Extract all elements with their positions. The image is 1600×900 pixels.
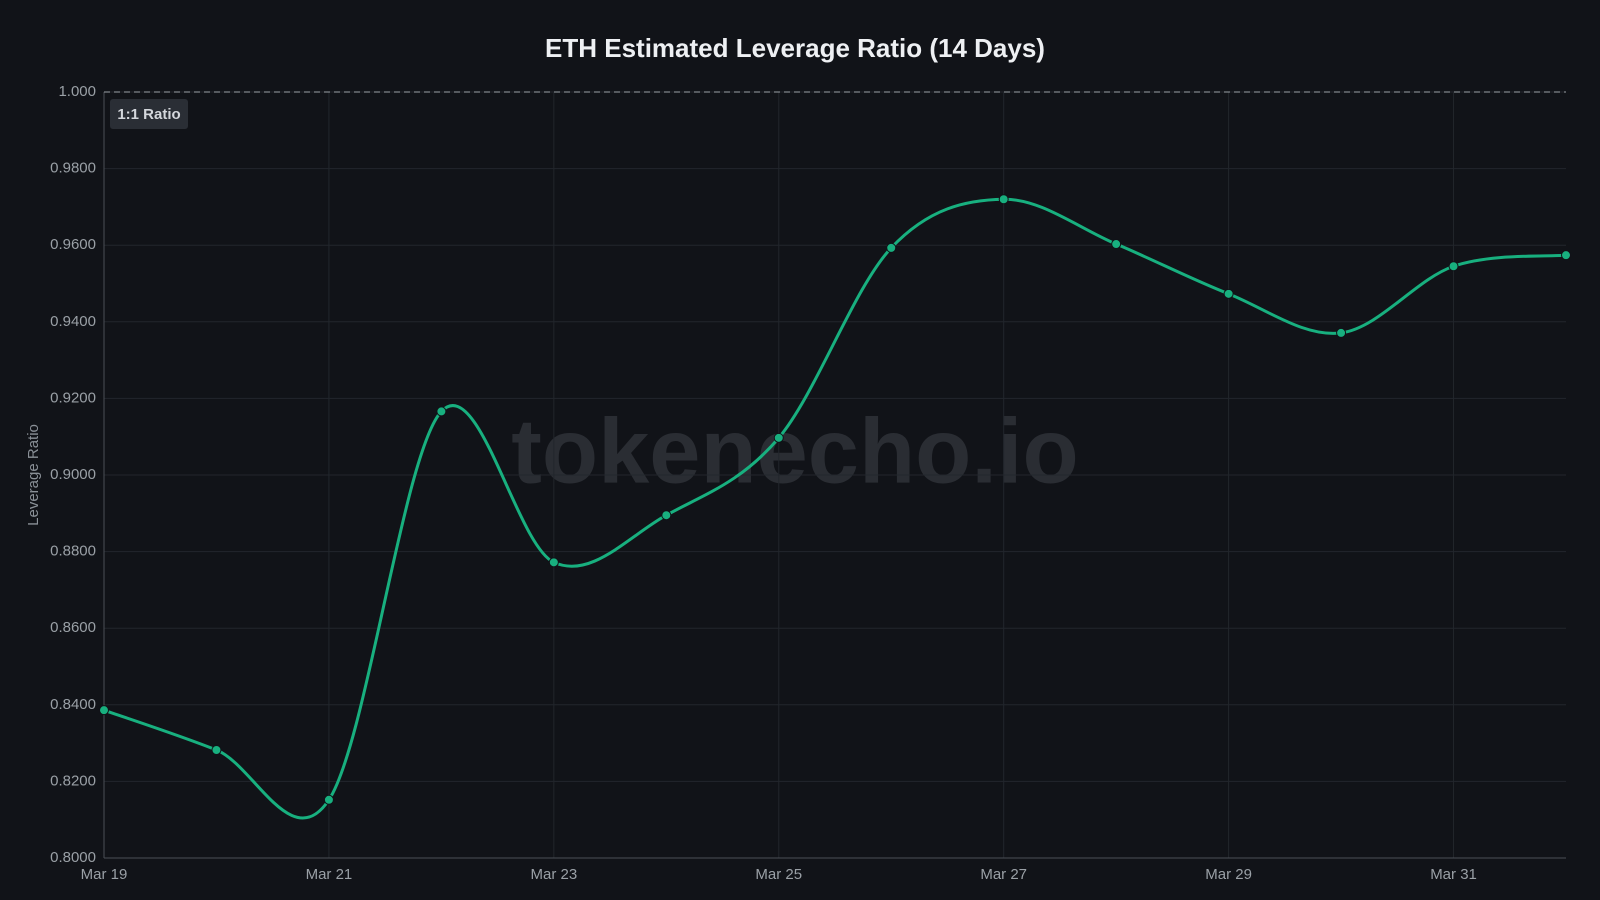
point bbox=[548, 557, 559, 568]
y-tick-label: 0.8600 bbox=[50, 619, 96, 636]
point bbox=[1111, 239, 1122, 250]
point bbox=[323, 794, 334, 805]
x-tick-label: Mar 25 bbox=[755, 866, 802, 883]
y-tick-label: 0.9400 bbox=[50, 313, 96, 330]
point bbox=[99, 705, 109, 716]
x-tick-label: Mar 27 bbox=[980, 866, 1027, 883]
y-tick-label: 0.8200 bbox=[50, 772, 96, 789]
point bbox=[886, 242, 897, 253]
x-tick-label: Mar 31 bbox=[1430, 866, 1477, 883]
point bbox=[1336, 327, 1347, 338]
point bbox=[1448, 261, 1459, 272]
x-tick-label: Mar 23 bbox=[531, 866, 578, 883]
point bbox=[773, 432, 784, 443]
point bbox=[661, 510, 672, 521]
y-tick-label: 1.000 bbox=[58, 83, 96, 100]
x-tick-label: Mar 21 bbox=[306, 866, 353, 883]
y-tick-label: 0.8800 bbox=[50, 543, 96, 560]
y-axis-label: Leverage Ratio bbox=[25, 424, 42, 526]
point bbox=[436, 406, 447, 417]
y-tick-label: 0.9600 bbox=[50, 236, 96, 253]
y-tick-label: 0.9000 bbox=[50, 466, 96, 483]
annotation-box bbox=[110, 99, 188, 129]
point bbox=[211, 744, 222, 755]
point bbox=[998, 194, 1009, 205]
y-tick-label: 0.8400 bbox=[50, 696, 96, 713]
point bbox=[1561, 250, 1571, 261]
chart-title: ETH Estimated Leverage Ratio (14 Days) bbox=[545, 33, 1045, 63]
x-tick-label: Mar 19 bbox=[81, 866, 128, 883]
y-tick-label: 0.8000 bbox=[50, 849, 96, 866]
annotation-label: 1:1 Ratio bbox=[117, 106, 180, 123]
point bbox=[1223, 288, 1234, 299]
x-tick-label: Mar 29 bbox=[1205, 866, 1252, 883]
y-tick-label: 0.9200 bbox=[50, 389, 96, 406]
y-tick-label: 0.9800 bbox=[50, 160, 96, 177]
